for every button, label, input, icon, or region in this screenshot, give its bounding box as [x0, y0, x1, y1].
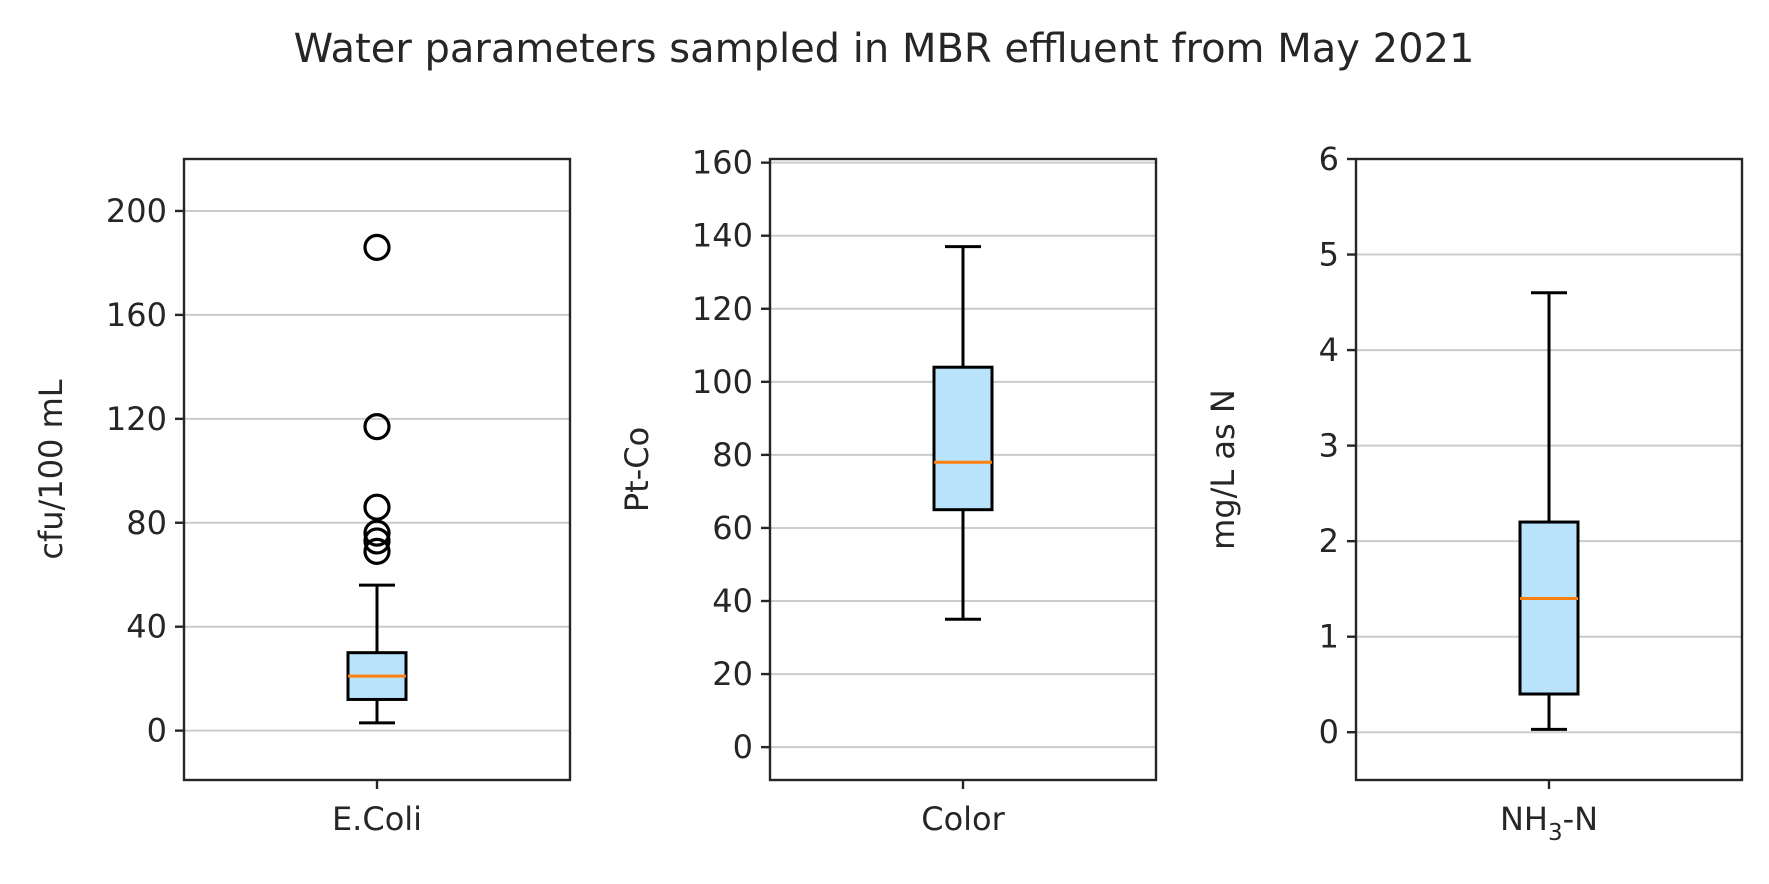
y-tick-label: 2: [1319, 522, 1339, 560]
y-tick-label: 4: [1319, 331, 1339, 369]
y-tick-label: 5: [1319, 236, 1339, 274]
y-tick-label: 160: [106, 296, 167, 334]
outlier-point: [363, 493, 391, 521]
y-axis-label: Pt-Co: [618, 427, 656, 512]
x-tick-label-suffix: -N: [1563, 800, 1598, 838]
box-iqr: [932, 365, 994, 512]
axes-frame: [1354, 157, 1744, 782]
x-tick-label-main: NH: [1500, 800, 1548, 838]
y-tick-label: 6: [1319, 140, 1339, 178]
y-tick-label: 200: [106, 192, 167, 230]
outlier-point: [363, 413, 391, 441]
box-iqr: [1518, 520, 1580, 696]
y-tick-label: 1: [1319, 618, 1339, 656]
y-tick-label: 140: [692, 217, 753, 255]
x-tick-label-main: Color: [921, 800, 1005, 838]
axes-frame: [182, 157, 572, 782]
outlier-point: [363, 527, 391, 555]
panel-2: 0 20 40 60 80 100 120 140 160 Pt-Co Color: [618, 144, 1158, 838]
y-tick-label: 0: [733, 728, 753, 766]
y-tick-label: 60: [712, 509, 753, 547]
y-tick-label: 120: [692, 290, 753, 328]
y-tick-label: 80: [126, 504, 167, 542]
chart-title: Water parameters sampled in MBR effluent…: [294, 26, 1475, 72]
y-tick-label: 80: [712, 436, 753, 474]
x-tick-label-subscript: 3: [1548, 820, 1563, 846]
outlier-point: [363, 233, 391, 261]
x-tick-label: E.Coli: [332, 800, 422, 838]
y-tick-label: 40: [712, 582, 753, 620]
y-tick-label: 20: [712, 655, 753, 693]
y-axis-label: mg/L as N: [1204, 389, 1242, 550]
x-tick-label: NH3-N: [1500, 800, 1598, 846]
y-tick-label: 120: [106, 400, 167, 438]
y-axis-label: cfu/100 mL: [32, 379, 70, 559]
y-tick-label: 3: [1319, 427, 1339, 465]
outlier-point: [363, 519, 391, 547]
outlier-point: [363, 537, 391, 565]
y-tick-label: 100: [692, 363, 753, 401]
y-tick-label: 0: [1319, 713, 1339, 751]
y-tick-label: 160: [692, 144, 753, 182]
x-tick-label-main: E.Coli: [332, 800, 422, 838]
panel-1: 0 40 80 120 160 200 cfu/100 mL E.Coli: [32, 157, 572, 838]
y-tick-label: 0: [147, 712, 167, 750]
x-tick-label: Color: [921, 800, 1005, 838]
y-tick-label: 40: [126, 608, 167, 646]
axes-frame: [768, 157, 1158, 782]
